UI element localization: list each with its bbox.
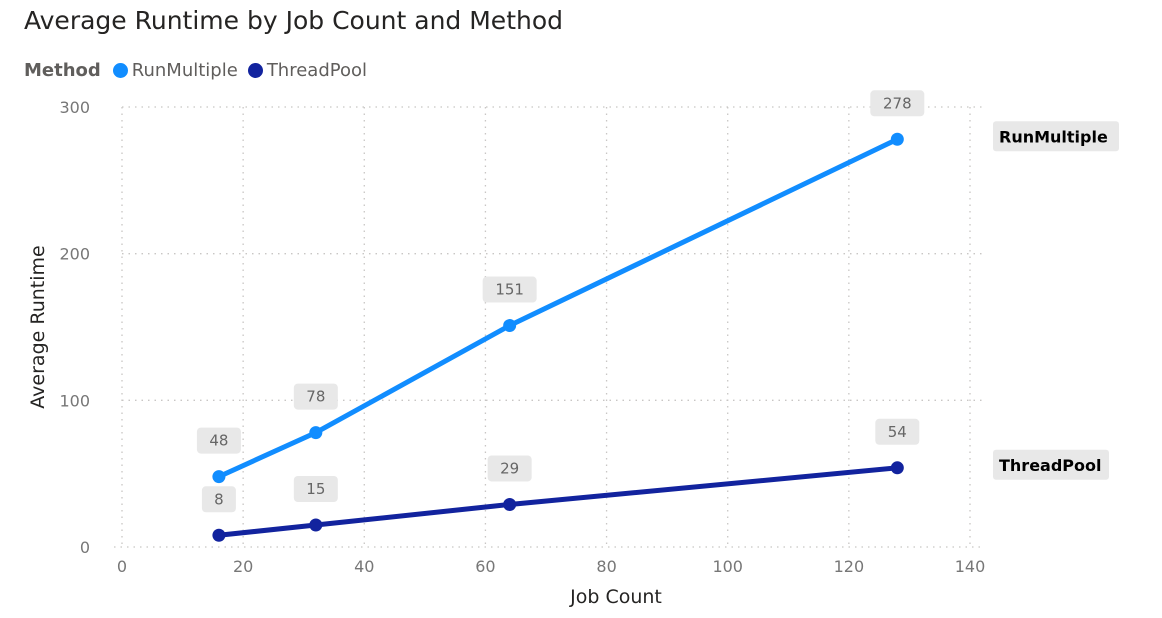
legend-item-threadpool[interactable]: ThreadPool [247,59,367,81]
x-tick-label-40: 40 [354,557,374,576]
legend-title: Method [24,59,101,81]
data-label-bg-threadpool-1 [293,476,338,502]
series-end-label-bg-runmultiple [993,121,1119,152]
legend-label-runmultiple: RunMultiple [131,59,238,81]
series-line-runmultiple [216,136,900,480]
legend-item-runmultiple[interactable]: RunMultiple [112,59,238,81]
y-tick-label-200: 200 [59,245,90,264]
data-point-runmultiple-0 [212,470,226,484]
data-point-threadpool-3 [890,461,904,475]
data-point-threadpool-2 [503,497,517,511]
data-label-bg-threadpool-2 [487,455,532,482]
data-label-bg-runmultiple-2 [482,276,537,303]
x-tick-label-60: 60 [475,557,495,576]
chart-title: Average Runtime by Job Count and Method [24,6,564,35]
data-point-runmultiple-3 [890,132,904,146]
y-tick-label-100: 100 [59,391,90,410]
x-tick-label-140: 140 [955,557,986,576]
data-label-bg-runmultiple-0 [196,427,241,454]
x-tick-label-0: 0 [117,557,127,576]
y-tick-label-300: 300 [59,98,90,117]
series-end-label-bg-threadpool [993,449,1109,480]
series-line-threadpool [216,465,900,538]
x-tick-label-120: 120 [834,557,865,576]
legend-label-threadpool: ThreadPool [266,59,367,81]
data-point-threadpool-1 [309,518,323,532]
legend-marker-runmultiple [112,62,128,78]
series-end-label-runmultiple: RunMultiple [999,127,1108,146]
data-label-bg-runmultiple-3 [870,90,925,117]
data-label-bg-threadpool-0 [201,486,236,513]
data-label-runmultiple-0: 48 [209,432,228,450]
data-label-runmultiple-2: 151 [495,281,524,299]
data-label-bg-runmultiple-1 [293,383,338,410]
series-end-label-threadpool: ThreadPool [999,456,1102,475]
x-tick-label-80: 80 [596,557,616,576]
y-axis-title: Average Runtime [27,245,49,408]
data-label-runmultiple-3: 278 [883,94,912,112]
x-tick-label-20: 20 [233,557,253,576]
data-label-threadpool-3: 54 [888,423,907,441]
data-point-runmultiple-2 [503,319,517,333]
data-label-threadpool-1: 15 [306,480,325,498]
data-label-threadpool-0: 8 [214,490,224,508]
y-tick-label-0: 0 [80,538,90,557]
legend: Method RunMultiple ThreadPool [24,58,377,82]
x-axis-title: Job Count [569,586,662,608]
data-label-runmultiple-1: 78 [306,388,325,406]
data-label-threadpool-2: 29 [500,459,519,477]
legend-marker-threadpool [247,62,263,78]
data-point-runmultiple-1 [309,426,323,440]
data-label-bg-threadpool-3 [875,418,920,445]
x-tick-label-100: 100 [712,557,743,576]
data-point-threadpool-0 [212,528,226,542]
